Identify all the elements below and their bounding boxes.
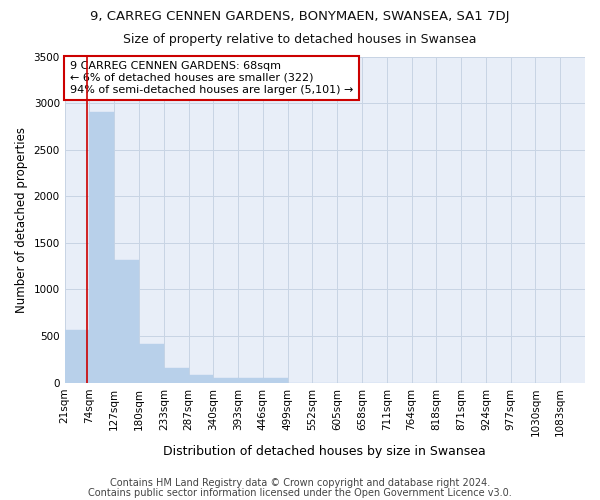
Text: Contains HM Land Registry data © Crown copyright and database right 2024.: Contains HM Land Registry data © Crown c… — [110, 478, 490, 488]
Bar — [114, 260, 139, 382]
Bar — [214, 378, 238, 382]
Bar — [238, 378, 263, 382]
Text: Size of property relative to detached houses in Swansea: Size of property relative to detached ho… — [123, 32, 477, 46]
Bar — [164, 368, 188, 382]
Bar — [65, 330, 89, 382]
Bar — [89, 112, 114, 382]
Text: Contains public sector information licensed under the Open Government Licence v3: Contains public sector information licen… — [88, 488, 512, 498]
Text: 9 CARREG CENNEN GARDENS: 68sqm
← 6% of detached houses are smaller (322)
94% of : 9 CARREG CENNEN GARDENS: 68sqm ← 6% of d… — [70, 62, 353, 94]
Bar — [188, 375, 214, 382]
Bar — [263, 378, 287, 382]
Bar — [139, 344, 164, 383]
Text: 9, CARREG CENNEN GARDENS, BONYMAEN, SWANSEA, SA1 7DJ: 9, CARREG CENNEN GARDENS, BONYMAEN, SWAN… — [90, 10, 510, 23]
X-axis label: Distribution of detached houses by size in Swansea: Distribution of detached houses by size … — [163, 444, 486, 458]
Y-axis label: Number of detached properties: Number of detached properties — [15, 126, 28, 312]
